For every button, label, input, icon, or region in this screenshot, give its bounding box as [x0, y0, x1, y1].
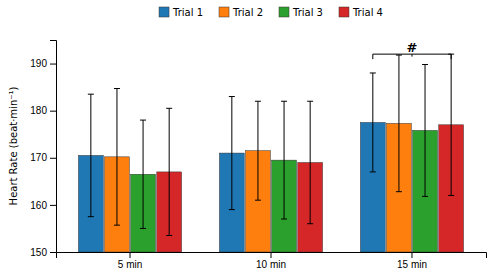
x-tick: 15 min [397, 252, 427, 270]
error-bar [370, 73, 376, 172]
y-tick: 180 [30, 105, 56, 116]
y-tick-label: 190 [30, 58, 47, 69]
x-tick-label: 5 min [118, 259, 142, 270]
legend-swatch [219, 7, 229, 17]
legend-swatch [159, 7, 169, 17]
y-tick-mark [50, 252, 56, 253]
error-bar [307, 101, 313, 223]
y-tick-label: 150 [30, 247, 47, 258]
x-tick-mark [130, 252, 131, 258]
y-tick: 170 [30, 152, 56, 163]
marks [78, 54, 463, 252]
legend-label: Trial 2 [232, 7, 263, 18]
legend-swatch [339, 7, 349, 17]
error-bar [422, 64, 428, 196]
y-tick-mark [50, 158, 56, 159]
y-tick-label: 170 [30, 152, 47, 163]
error-bar [166, 108, 172, 235]
series [78, 73, 385, 252]
error-bar [255, 101, 261, 200]
x-axis: 5 min 10 min 15 min [57, 252, 487, 270]
x-tick: 5 min [118, 252, 142, 270]
error-bar [281, 101, 287, 219]
chart: 150 160 170 180 190 5 min 10 min 15 min # Heart R… [0, 0, 500, 278]
x-tick-mark [411, 252, 412, 258]
y-tick: 160 [30, 200, 56, 211]
y-axis-line [50, 41, 57, 253]
y-tick-label: 160 [30, 200, 47, 211]
error-bar [114, 89, 120, 226]
y-axis: 150 160 170 180 190 [30, 41, 56, 258]
y-tick: 190 [30, 58, 56, 69]
x-tick-label: 10 min [256, 259, 286, 270]
error-bar [88, 94, 94, 216]
series [105, 55, 412, 252]
legend-item: Trial 3 [279, 7, 323, 18]
legend-item: Trial 2 [219, 7, 263, 18]
series [157, 54, 464, 252]
annotation: # [407, 40, 418, 55]
error-bar [140, 120, 146, 228]
y-axis-title: Heart Rate (beat·min⁻¹) [8, 87, 19, 206]
x-tick-mark [271, 252, 272, 258]
error-bar [396, 55, 402, 192]
y-tick-mark [50, 205, 56, 206]
legend-item: Trial 1 [159, 7, 203, 18]
error-bar [229, 97, 235, 210]
legend: Trial 1 Trial 2 Trial 3 Trial 4 [159, 7, 383, 18]
y-tick-mark [50, 111, 56, 112]
legend-label: Trial 1 [172, 7, 203, 18]
legend-label: Trial 3 [292, 7, 323, 18]
legend-item: Trial 4 [339, 7, 383, 18]
plot-area: 150 160 170 180 190 5 min 10 min 15 min # [30, 40, 486, 270]
x-axis-line [57, 253, 487, 259]
y-tick-mark [50, 64, 56, 65]
series [131, 64, 438, 252]
y-tick-label: 180 [30, 105, 47, 116]
legend-label: Trial 4 [352, 7, 383, 18]
x-tick-label: 15 min [397, 259, 427, 270]
legend-swatch [279, 7, 289, 17]
y-tick: 150 [30, 247, 56, 258]
error-bar [448, 54, 454, 195]
x-tick: 10 min [256, 252, 286, 270]
